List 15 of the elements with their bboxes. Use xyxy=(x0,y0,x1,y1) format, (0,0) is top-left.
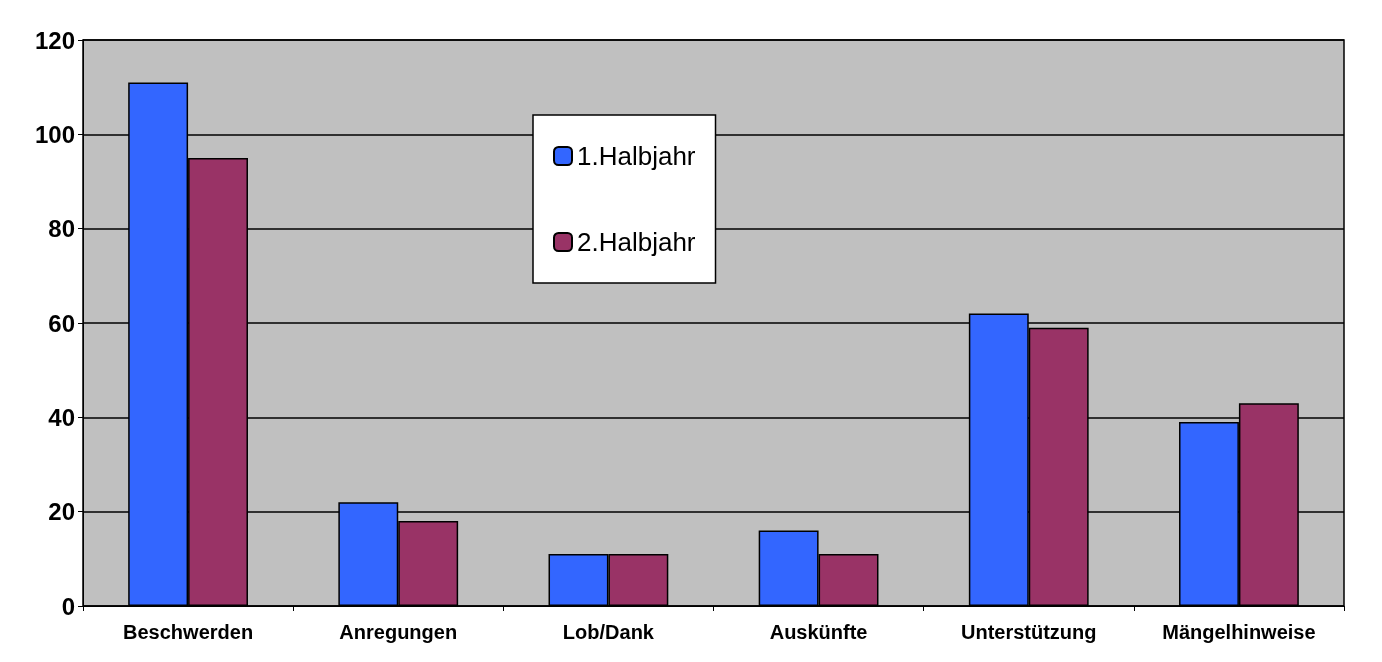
x-tick-label: Mängelhinweise xyxy=(1162,621,1316,643)
legend-label: 1.Halbjahr xyxy=(577,141,696,171)
x-tick-label: Unterstützung xyxy=(960,621,1097,643)
y-tick-label: 60 xyxy=(48,309,75,337)
x-tick-label: Auskünfte xyxy=(769,621,868,643)
y-tick-label: 120 xyxy=(34,26,75,54)
x-tick-label: Beschwerden xyxy=(123,621,254,643)
x-tick-label: Anregungen xyxy=(339,621,458,643)
y-tick-label: 40 xyxy=(48,403,75,431)
y-tick-label: 0 xyxy=(61,592,75,620)
x-tick-label: Lob/Dank xyxy=(562,621,655,643)
y-tick-label: 20 xyxy=(48,498,75,526)
y-tick-label: 100 xyxy=(34,120,75,148)
legend-label: 2.Halbjahr xyxy=(577,227,696,257)
y-tick-label: 80 xyxy=(48,215,75,243)
